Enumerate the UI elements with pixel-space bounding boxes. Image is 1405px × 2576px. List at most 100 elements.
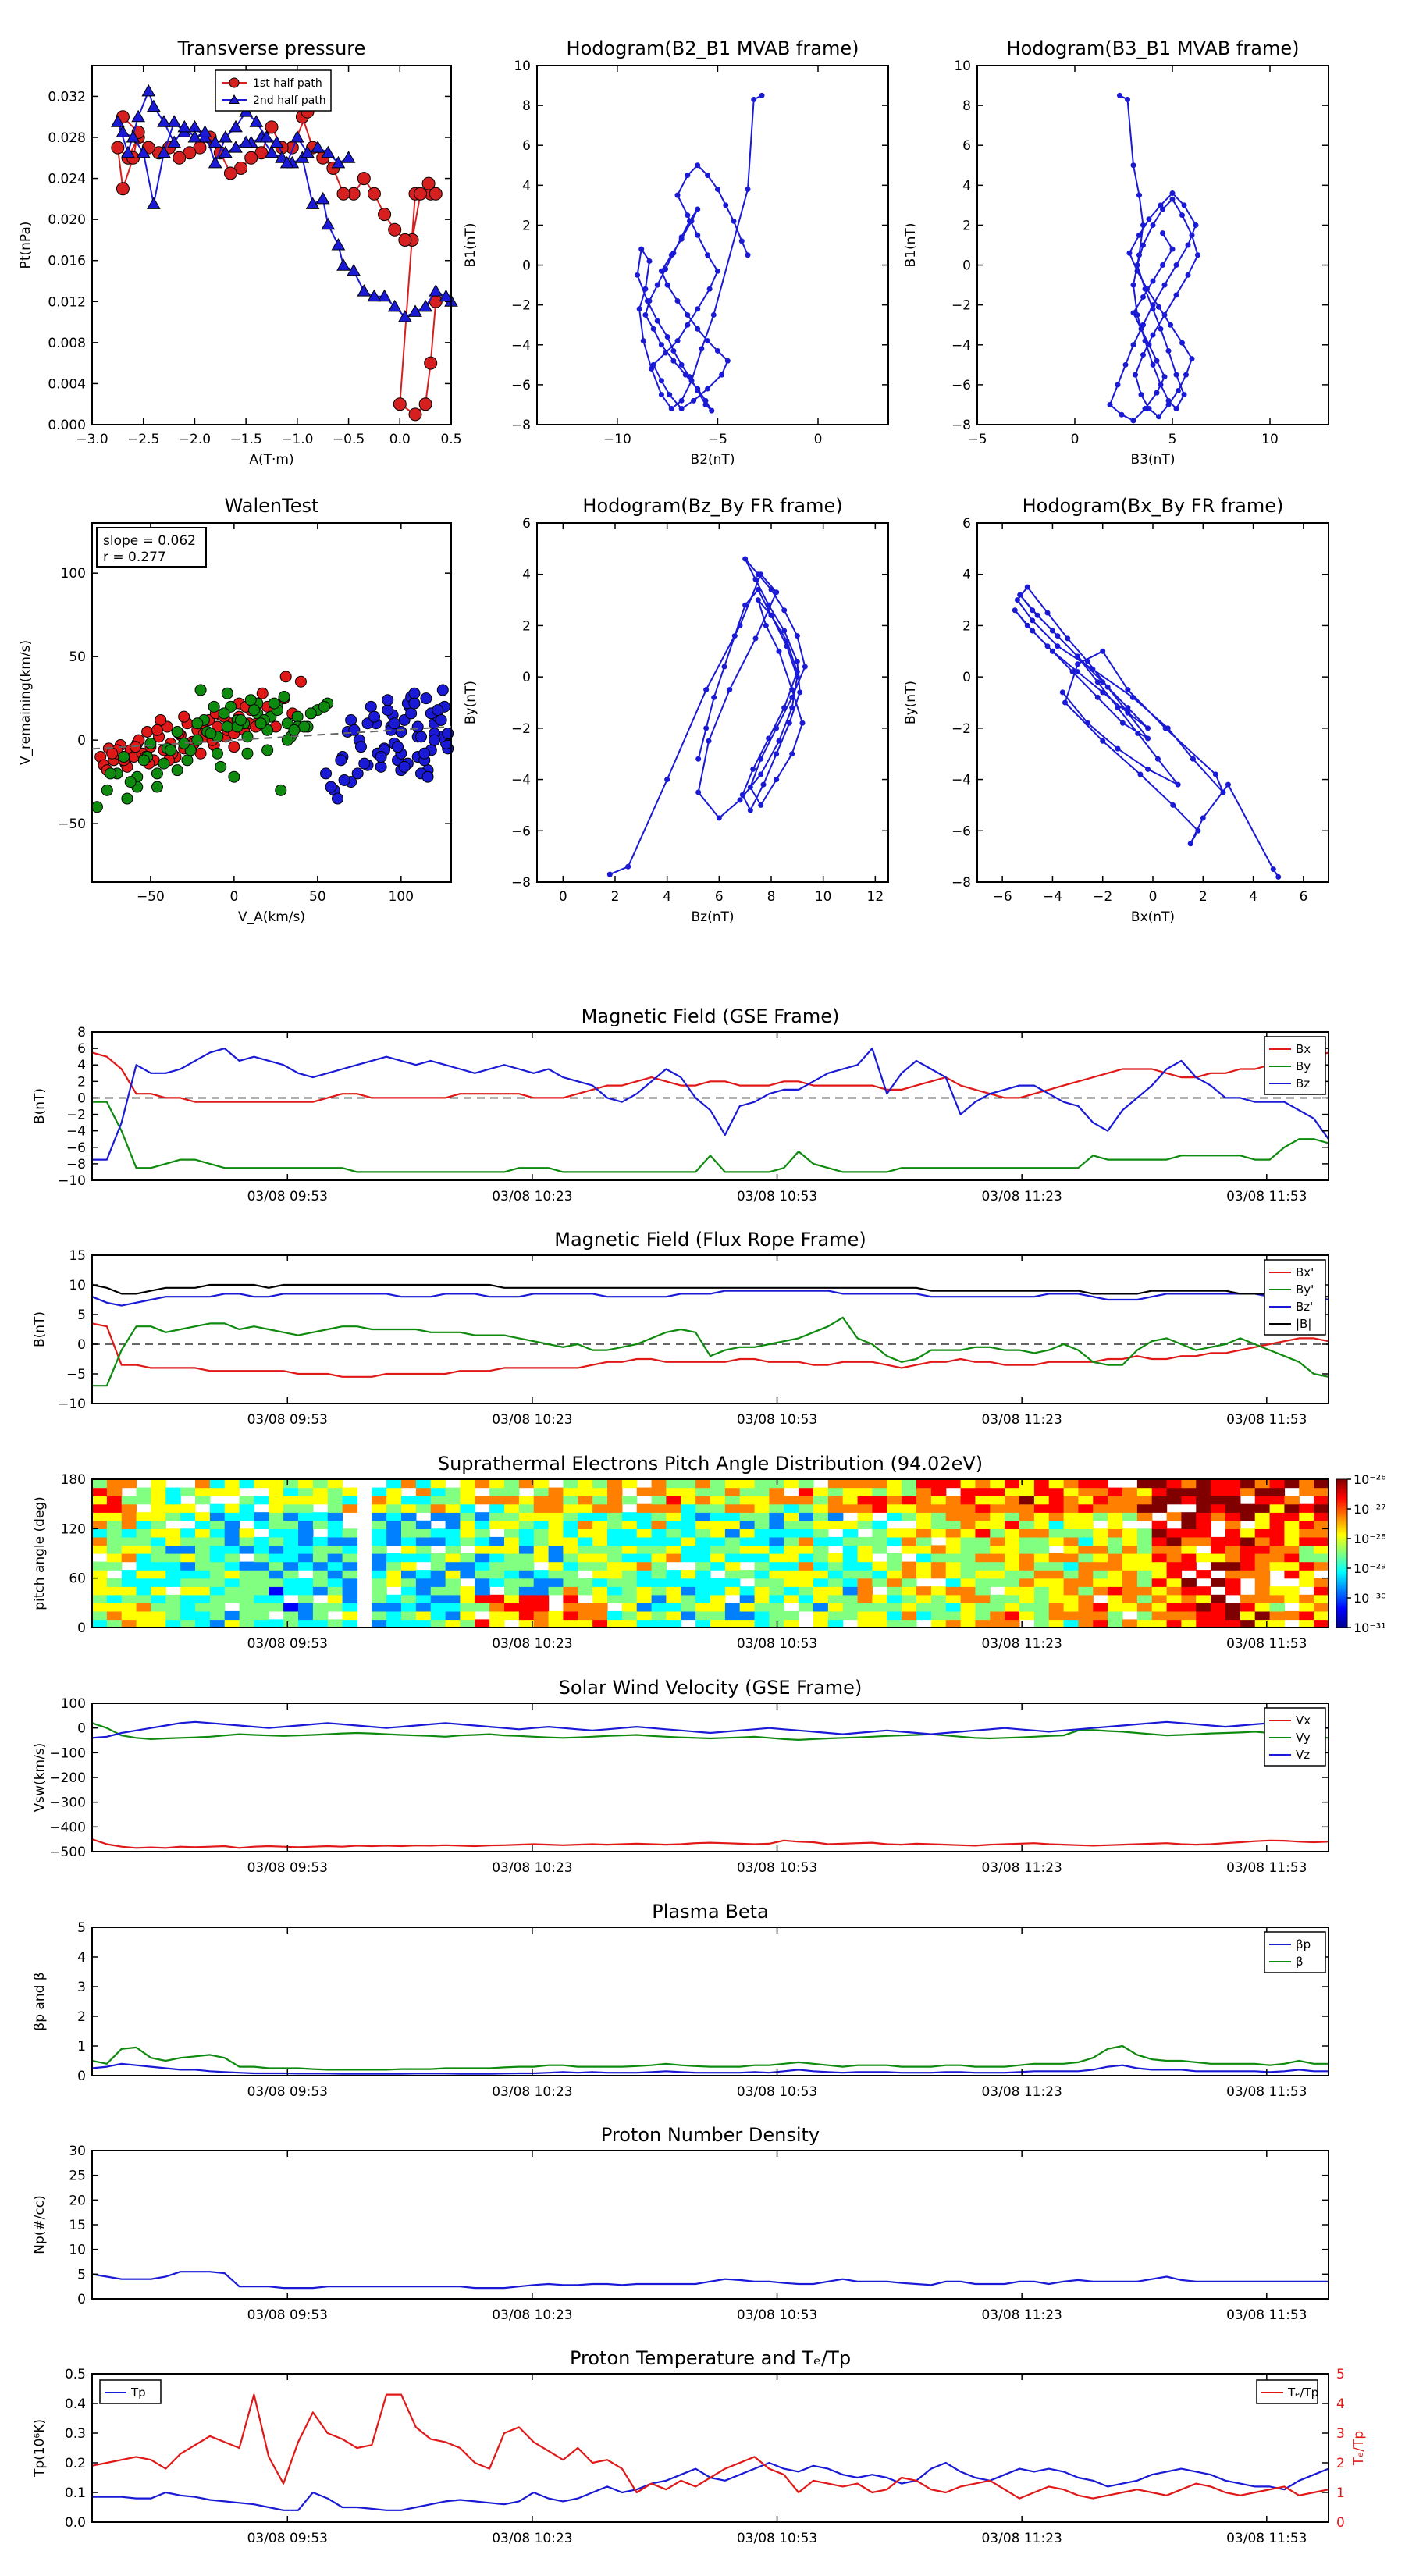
panel-pad-cell	[563, 1619, 578, 1628]
panel-h4-point	[1012, 607, 1018, 614]
panel-h3-point	[706, 738, 712, 744]
panel-pad-cell	[504, 1561, 520, 1571]
panel-pad-cell	[681, 1578, 696, 1587]
panel-pad-cell	[1299, 1536, 1314, 1546]
panel-h1-xtick-label: −5	[708, 432, 727, 447]
panel-h1-point	[714, 268, 720, 274]
panel-pad-colorbar-label: 10⁻²⁸	[1353, 1532, 1386, 1546]
panel-h1-point	[670, 347, 677, 354]
panel-h3-point	[695, 789, 702, 795]
panel-pad-cell	[1136, 1528, 1153, 1538]
panel-pad-cell	[724, 1619, 741, 1628]
panel-ts_vsw-ytick-label: −200	[49, 1770, 86, 1786]
panel-pt-point	[111, 141, 125, 155]
panel-pad-cell	[445, 1578, 461, 1587]
panel-pad-cell	[990, 1528, 1005, 1538]
panel-pad-cell	[92, 1603, 108, 1612]
panel-pad-cell	[1299, 1610, 1314, 1621]
panel-pt-point	[146, 99, 161, 112]
panel-pad-cell	[769, 1578, 784, 1587]
panel-pad-cell	[136, 1561, 152, 1571]
panel-pad-cell	[990, 1570, 1005, 1579]
panel-pad-cell	[195, 1487, 211, 1496]
panel-ts_tp-ytick-label: 0.3	[65, 2426, 86, 2442]
panel-pad-cell	[415, 1594, 432, 1603]
panel-pad-cell	[121, 1578, 137, 1587]
panel-pad-cell	[1211, 1619, 1226, 1628]
panel-pad-cell	[121, 1603, 137, 1612]
panel-pt-point	[167, 135, 182, 148]
panel-pad-cell	[1284, 1545, 1300, 1554]
panel-pad-cell	[327, 1594, 343, 1603]
panel-h3-point	[755, 597, 761, 603]
panel-h4-ytick-label: 2	[962, 618, 971, 634]
panel-ts_vsw-xtick-label: 03/08 09:53	[247, 1860, 328, 1876]
panel-h3-point	[781, 607, 788, 614]
panel-h1-point	[705, 338, 711, 344]
panel-h3-point	[763, 622, 769, 628]
panel-pt-xtick-label: 0.5	[440, 432, 461, 447]
panel-pad-cell	[636, 1512, 653, 1521]
panel-pad-cell	[327, 1619, 343, 1628]
panel-pad-cell	[724, 1503, 741, 1513]
panel-pt-point	[347, 263, 361, 276]
panel-pad-cell	[975, 1512, 991, 1521]
panel-pad-cell	[710, 1553, 726, 1563]
panel-pad-cell	[136, 1610, 152, 1621]
panel-pad-cell	[1299, 1578, 1314, 1587]
panel-pad-cell	[106, 1520, 123, 1529]
panel-h4-point	[1275, 873, 1282, 880]
panel-pad-cell	[136, 1594, 152, 1603]
panel-walen-xlabel: V_A(km/s)	[238, 909, 305, 925]
panel-pad-cell	[386, 1479, 402, 1489]
panel-pad-cell	[504, 1610, 520, 1621]
panel-pad-cell	[578, 1503, 593, 1513]
panel-ts_tp-ytick-right-label: 2	[1336, 2456, 1345, 2471]
panel-walen-point	[181, 754, 194, 767]
panel-pad-cell	[857, 1479, 873, 1489]
panel-pad-cell	[1299, 1619, 1314, 1628]
panel-pad-cell	[195, 1545, 211, 1554]
panel-pad-colorbar-label: 10⁻³⁰	[1353, 1591, 1386, 1606]
panel-pad-cell	[415, 1553, 432, 1563]
panel-pad-cell	[975, 1545, 991, 1554]
panel-h1-point	[640, 338, 646, 344]
panel-h2-point	[1173, 262, 1179, 269]
panel-pad-cell	[1063, 1610, 1080, 1621]
panel-pad-cell	[1108, 1610, 1123, 1621]
panel-h4-point	[1129, 694, 1136, 700]
panel-pad-cell	[239, 1578, 255, 1587]
panel-pad-cell	[298, 1603, 314, 1612]
panel-pad-cell	[842, 1536, 859, 1546]
panel-pad-cell	[269, 1594, 284, 1603]
panel-pad-cell	[960, 1570, 976, 1579]
panel-pad-cell	[651, 1578, 667, 1587]
panel-h3-point	[789, 694, 795, 700]
panel-pad-cell	[269, 1479, 284, 1489]
panel-walen-point	[211, 747, 223, 760]
panel-pad-cell	[518, 1610, 535, 1621]
panel-pad-cell	[1033, 1561, 1050, 1571]
panel-h1-point	[705, 386, 711, 392]
panel-pad-cell	[1078, 1512, 1094, 1521]
panel-ts_tp-legend-label: Tₑ/Tp	[1287, 2386, 1318, 2400]
panel-pad-cell	[195, 1570, 211, 1579]
panel-pad-cell	[548, 1536, 564, 1546]
panel-pad-cell	[1196, 1512, 1211, 1521]
panel-ts_vsw-series-line	[91, 1722, 1329, 1741]
panel-pad-cell	[872, 1619, 887, 1628]
panel-h1-point	[650, 326, 656, 332]
panel-pad-cell	[887, 1487, 902, 1496]
panel-pad-cell	[327, 1561, 343, 1571]
panel-pad-cell	[269, 1619, 284, 1628]
panel-pad-cell	[666, 1528, 681, 1538]
panel-pad-cell	[548, 1496, 564, 1505]
panel-pad-cell	[666, 1487, 681, 1496]
panel-pad-cell	[681, 1503, 696, 1513]
panel-h2-point	[1130, 162, 1136, 169]
panel-pad-cell	[401, 1586, 417, 1596]
panel-pad-cell	[681, 1553, 696, 1563]
panel-pad-cell	[1136, 1586, 1153, 1596]
panel-pad-cell	[1063, 1578, 1080, 1587]
panel-walen-point	[294, 675, 307, 688]
